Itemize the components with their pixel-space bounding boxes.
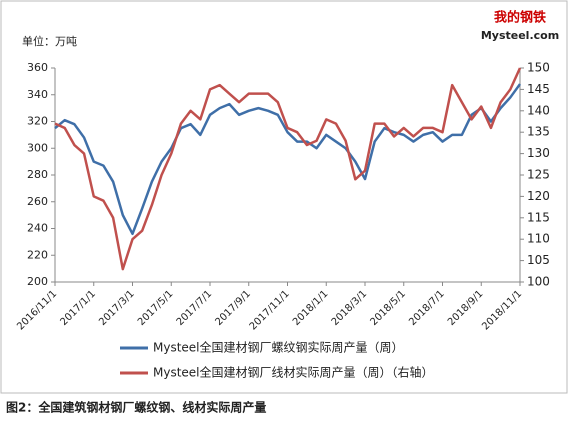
y-tick-label: 360 — [27, 61, 48, 74]
y-tick-label: 320 — [27, 115, 48, 128]
y-tick-label: 340 — [27, 88, 48, 101]
y2-tick-label: 105 — [527, 253, 550, 267]
y2-tick-label: 140 — [527, 103, 550, 117]
x-tick-label: 2018/11/1 — [480, 288, 524, 332]
x-tick-label: 2017/5/1 — [136, 288, 176, 328]
y-tick-label: 220 — [27, 248, 48, 261]
x-tick-label: 2017/7/1 — [175, 288, 215, 328]
x-tick-label: 2018/5/1 — [368, 288, 408, 328]
logo: 我的钢铁 — [494, 10, 546, 26]
series-line — [54, 83, 522, 236]
legend-label: Mysteel全国建材钢厂螺纹钢实际周产量（周） — [153, 340, 404, 355]
logo: Mysteel.com — [481, 29, 559, 42]
y2-tick-label: 110 — [527, 232, 550, 246]
x-tick-label: 2017/11/1 — [248, 288, 292, 332]
x-tick-label: 2017/1/1 — [58, 288, 98, 328]
y-tick-label: 260 — [27, 195, 48, 208]
y-tick-label: 280 — [27, 168, 48, 181]
x-tick-label: 2017/3/1 — [97, 288, 137, 328]
x-tick-label: 2016/11/1 — [15, 288, 59, 332]
x-tick-label: 2018/1/1 — [291, 288, 331, 328]
y-tick-label: 200 — [27, 275, 48, 288]
x-tick-label: 2018/3/1 — [330, 288, 370, 328]
x-tick-label: 2017/9/1 — [213, 288, 253, 328]
x-tick-label: 2018/9/1 — [446, 288, 486, 328]
y2-tick-label: 135 — [527, 125, 550, 139]
y2-tick-label: 120 — [527, 189, 550, 203]
series-line — [54, 67, 522, 271]
y2-tick-label: 125 — [527, 168, 550, 182]
y-tick-label: 300 — [27, 141, 48, 154]
x-tick-label: 2018/7/1 — [407, 288, 447, 328]
frame — [0, 0, 568, 394]
y2-tick-label: 130 — [527, 146, 550, 160]
unit-label: 单位：万吨 — [22, 34, 77, 48]
y2-tick-label: 115 — [527, 210, 550, 224]
y2-tick-label: 150 — [527, 61, 550, 75]
y2-tick-label: 100 — [527, 275, 550, 289]
y-tick-label: 240 — [27, 222, 48, 235]
y2-tick-label: 145 — [527, 82, 550, 96]
caption: 图2：全国建筑钢材钢厂螺纹钢、线材实际周产量 — [6, 400, 266, 415]
legend-label: Mysteel全国建材钢厂线材实际周产量（周）（右轴） — [153, 365, 434, 380]
